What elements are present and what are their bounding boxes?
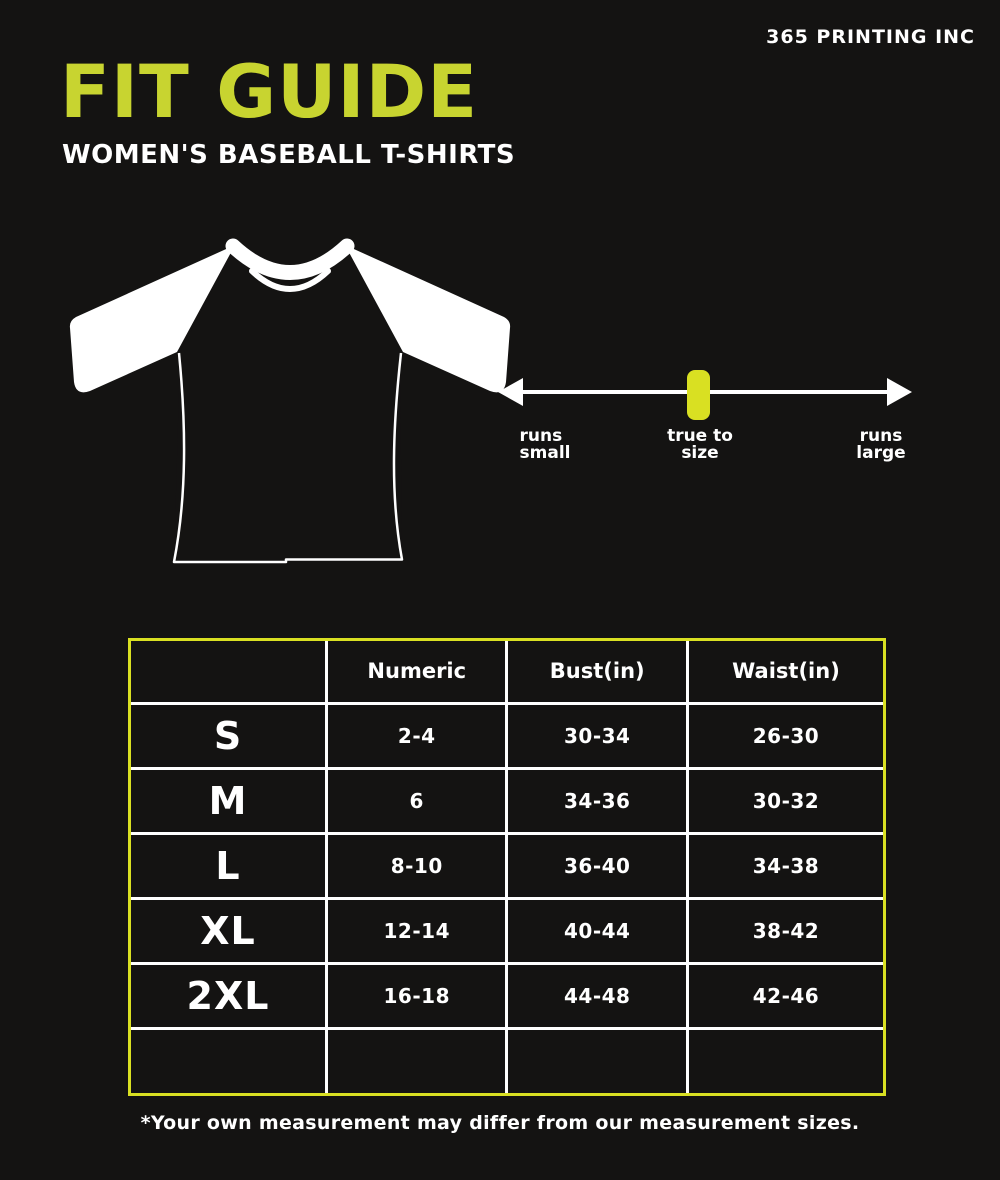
header-numeric: Numeric <box>326 641 509 705</box>
header-bust: Bust(in) <box>506 641 689 705</box>
tshirt-neck-seam <box>249 268 331 292</box>
size-label: 2XL <box>131 963 329 1030</box>
bust-value <box>506 1028 689 1093</box>
waist-value: 34-38 <box>687 833 883 900</box>
tshirt-left-sleeve <box>69 245 235 393</box>
table-row-2xl: 2XL 16-18 44-48 42-46 <box>131 963 883 1030</box>
header-waist: Waist(in) <box>687 641 883 705</box>
bust-value: 36-40 <box>506 833 689 900</box>
fit-scale-labels: runs small true to size runs large <box>495 426 915 478</box>
true-to-size-marker <box>687 370 710 420</box>
tshirt-body <box>174 245 402 562</box>
measurement-disclaimer: *Your own measurement may differ from ou… <box>140 1112 860 1134</box>
fit-scale-label-true-to-size: true to size <box>667 426 733 464</box>
header-size <box>131 641 329 705</box>
tshirt-collar <box>225 238 355 280</box>
bust-value: 34-36 <box>506 768 689 835</box>
size-label: L <box>131 833 329 900</box>
tshirt-illustration-icon <box>69 238 511 564</box>
size-table-frame: Numeric Bust(in) Waist(in) S 2-4 30-34 2… <box>128 638 886 1096</box>
table-row-s: S 2-4 30-34 26-30 <box>131 703 883 770</box>
numeric-value: 2-4 <box>326 703 509 770</box>
waist-value: 38-42 <box>687 898 883 965</box>
size-label <box>131 1028 329 1093</box>
waist-value: 26-30 <box>687 703 883 770</box>
numeric-value: 16-18 <box>326 963 509 1030</box>
bust-value: 44-48 <box>506 963 689 1030</box>
size-label: M <box>131 768 329 835</box>
tshirt-right-sleeve <box>345 245 511 393</box>
bust-value: 30-34 <box>506 703 689 770</box>
size-label: S <box>131 703 329 770</box>
waist-value: 30-32 <box>687 768 883 835</box>
bust-value: 40-44 <box>506 898 689 965</box>
arrow-left-head-icon <box>498 378 523 406</box>
page-title: FIT GUIDE <box>60 50 479 135</box>
numeric-value: 8-10 <box>326 833 509 900</box>
fit-scale-label-runs-small: runs small <box>519 426 571 464</box>
size-table-header-row: Numeric Bust(in) Waist(in) <box>131 641 883 705</box>
numeric-value: 6 <box>326 768 509 835</box>
size-label: XL <box>131 898 329 965</box>
fit-scale-label-runs-large: runs large <box>856 426 906 464</box>
table-row-m: M 6 34-36 30-32 <box>131 768 883 835</box>
table-row-empty <box>131 1028 883 1093</box>
brand-name: 365 PRINTING INC <box>766 26 975 48</box>
waist-value <box>687 1028 883 1093</box>
numeric-value <box>326 1028 509 1093</box>
page-subtitle: WOMEN'S BASEBALL T-SHIRTS <box>62 140 516 170</box>
fit-scale-arrow-icon <box>498 370 912 420</box>
table-row-xl: XL 12-14 40-44 38-42 <box>131 898 883 965</box>
arrow-right-head-icon <box>887 378 912 406</box>
waist-value: 42-46 <box>687 963 883 1030</box>
table-row-l: L 8-10 36-40 34-38 <box>131 833 883 900</box>
numeric-value: 12-14 <box>326 898 509 965</box>
tshirt-body-outline <box>172 352 404 564</box>
size-table: Numeric Bust(in) Waist(in) S 2-4 30-34 2… <box>131 641 883 1093</box>
